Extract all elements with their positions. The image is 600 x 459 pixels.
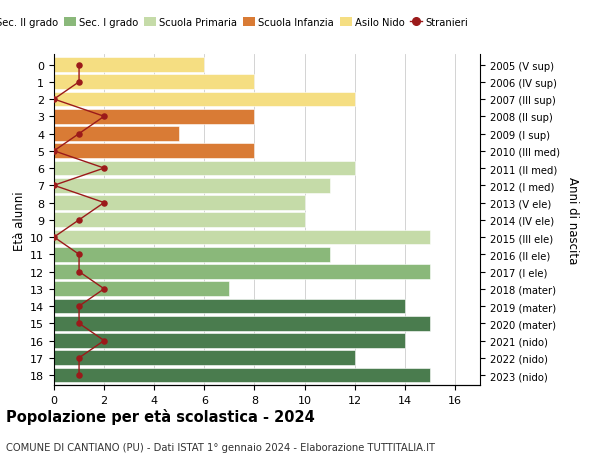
Bar [54,368,430,382]
Point [49,96,59,104]
Point [74,354,84,362]
Y-axis label: Età alunni: Età alunni [13,190,26,250]
Y-axis label: Anni di nascita: Anni di nascita [566,177,579,264]
Bar [54,213,305,228]
Point [74,130,84,138]
Bar [54,282,229,297]
Point [74,217,84,224]
Bar [54,127,179,141]
Point [100,285,109,293]
Bar [54,110,254,124]
Point [74,303,84,310]
Legend: Sec. II grado, Sec. I grado, Scuola Primaria, Scuola Infanzia, Asilo Nido, Stran: Sec. II grado, Sec. I grado, Scuola Prim… [0,14,472,32]
Bar [54,299,405,313]
Point [74,62,84,69]
Bar [54,162,355,176]
Point [74,79,84,86]
Bar [54,247,329,262]
Text: Popolazione per età scolastica - 2024: Popolazione per età scolastica - 2024 [6,409,315,425]
Point [49,148,59,155]
Point [49,182,59,190]
Bar [54,196,305,210]
Bar [54,334,405,348]
Bar [54,58,205,73]
Point [74,268,84,275]
Bar [54,179,329,193]
Point [74,320,84,327]
Point [100,165,109,173]
Bar [54,75,254,90]
Bar [54,265,430,279]
Bar [54,230,430,245]
Text: COMUNE DI CANTIANO (PU) - Dati ISTAT 1° gennaio 2024 - Elaborazione TUTTITALIA.I: COMUNE DI CANTIANO (PU) - Dati ISTAT 1° … [6,442,435,452]
Bar [54,144,254,159]
Bar [54,316,430,331]
Point [49,234,59,241]
Bar [54,351,355,365]
Point [100,113,109,121]
Bar [54,93,355,107]
Point [100,337,109,344]
Point [74,251,84,258]
Point [100,199,109,207]
Point [74,372,84,379]
